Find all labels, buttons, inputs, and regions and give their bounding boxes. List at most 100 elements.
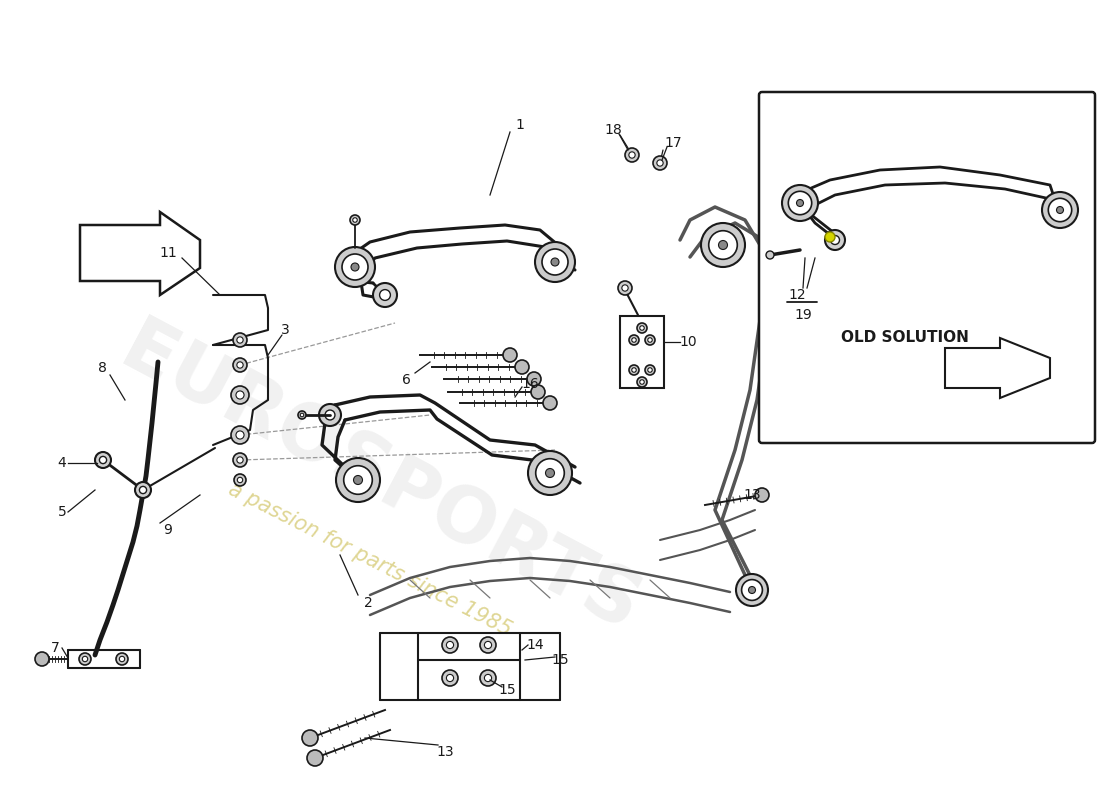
Circle shape <box>621 285 628 291</box>
Text: 9: 9 <box>164 523 173 537</box>
Circle shape <box>736 574 768 606</box>
Text: 15: 15 <box>551 653 569 667</box>
Circle shape <box>648 338 652 342</box>
Circle shape <box>531 385 544 399</box>
Text: 3: 3 <box>280 323 289 337</box>
Circle shape <box>442 670 458 686</box>
Circle shape <box>645 335 654 345</box>
Circle shape <box>527 372 541 386</box>
Text: 17: 17 <box>664 136 682 150</box>
Circle shape <box>336 247 375 287</box>
Circle shape <box>236 337 243 343</box>
Circle shape <box>99 456 107 464</box>
Circle shape <box>645 365 654 375</box>
Circle shape <box>298 411 306 419</box>
Circle shape <box>35 652 50 666</box>
Text: EUROSPORTS: EUROSPORTS <box>108 312 652 648</box>
Circle shape <box>353 475 363 485</box>
Text: 1: 1 <box>516 118 525 132</box>
Circle shape <box>637 323 647 333</box>
Circle shape <box>535 242 575 282</box>
Circle shape <box>353 218 358 222</box>
Circle shape <box>300 413 304 417</box>
Text: 15: 15 <box>498 683 516 697</box>
Circle shape <box>236 362 243 368</box>
Text: 5: 5 <box>57 505 66 519</box>
Circle shape <box>336 458 380 502</box>
Text: 6: 6 <box>402 373 410 387</box>
Circle shape <box>233 453 248 467</box>
Circle shape <box>235 431 244 439</box>
Circle shape <box>231 386 249 404</box>
Circle shape <box>350 215 360 225</box>
Text: 13: 13 <box>437 745 454 759</box>
Circle shape <box>631 338 636 342</box>
Circle shape <box>447 642 453 649</box>
Text: 19: 19 <box>794 308 812 322</box>
Circle shape <box>528 451 572 495</box>
Polygon shape <box>80 212 200 295</box>
Circle shape <box>653 156 667 170</box>
Circle shape <box>629 365 639 375</box>
Circle shape <box>830 235 839 245</box>
Text: a passion for parts since 1985: a passion for parts since 1985 <box>226 479 515 641</box>
Circle shape <box>302 730 318 746</box>
Text: 12: 12 <box>789 288 806 302</box>
Circle shape <box>1048 198 1071 222</box>
Circle shape <box>625 148 639 162</box>
Circle shape <box>236 457 243 463</box>
Circle shape <box>741 579 762 600</box>
Text: 7: 7 <box>51 641 59 655</box>
Circle shape <box>640 380 645 384</box>
Text: 13: 13 <box>744 488 761 502</box>
Text: 11: 11 <box>160 246 177 260</box>
Circle shape <box>234 474 246 486</box>
Circle shape <box>484 642 492 649</box>
Text: 10: 10 <box>679 335 696 349</box>
Circle shape <box>543 396 557 410</box>
Circle shape <box>480 637 496 653</box>
Circle shape <box>708 230 737 259</box>
Circle shape <box>631 368 636 372</box>
Circle shape <box>782 185 818 221</box>
Circle shape <box>480 670 496 686</box>
Circle shape <box>233 358 248 372</box>
Circle shape <box>484 674 492 682</box>
Circle shape <box>135 482 151 498</box>
Circle shape <box>373 283 397 307</box>
Circle shape <box>766 251 774 259</box>
Circle shape <box>789 191 812 214</box>
Circle shape <box>546 469 554 478</box>
Circle shape <box>447 674 453 682</box>
Text: 14: 14 <box>526 638 543 652</box>
Circle shape <box>515 360 529 374</box>
Circle shape <box>748 586 756 594</box>
Polygon shape <box>945 338 1050 398</box>
Circle shape <box>629 152 635 158</box>
Circle shape <box>1042 192 1078 228</box>
Text: 8: 8 <box>98 361 107 375</box>
Circle shape <box>637 377 647 387</box>
Circle shape <box>238 478 243 482</box>
Circle shape <box>379 290 390 300</box>
Circle shape <box>442 637 458 653</box>
Text: 4: 4 <box>57 456 66 470</box>
Circle shape <box>342 254 369 280</box>
Circle shape <box>718 241 727 250</box>
Circle shape <box>536 458 564 487</box>
Circle shape <box>351 263 359 271</box>
Text: 18: 18 <box>604 123 622 137</box>
Circle shape <box>140 486 146 494</box>
Text: 2: 2 <box>364 596 373 610</box>
Bar <box>620 316 664 388</box>
Circle shape <box>233 333 248 347</box>
Circle shape <box>79 653 91 665</box>
Circle shape <box>551 258 559 266</box>
Circle shape <box>640 326 645 330</box>
Circle shape <box>825 230 845 250</box>
Circle shape <box>701 223 745 267</box>
Circle shape <box>343 466 372 494</box>
Circle shape <box>503 348 517 362</box>
FancyBboxPatch shape <box>759 92 1094 443</box>
Circle shape <box>307 750 323 766</box>
